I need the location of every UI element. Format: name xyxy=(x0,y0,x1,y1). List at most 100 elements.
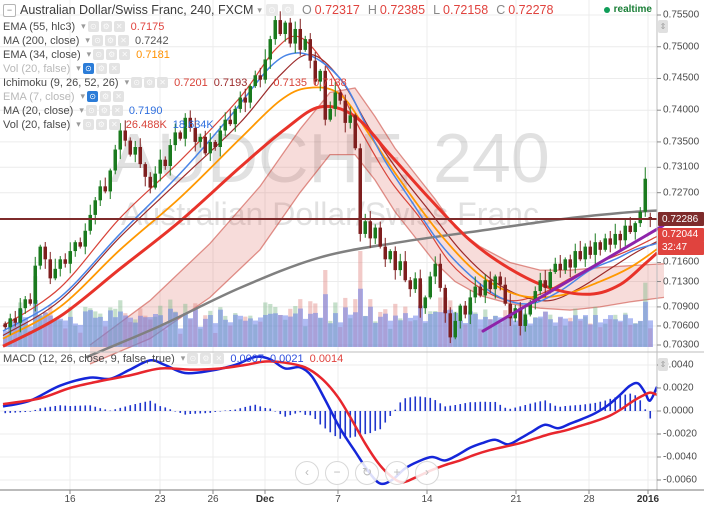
indicator-title[interactable]: EMA (7, close) xyxy=(3,90,75,103)
price-tick-label: 0.70900 xyxy=(663,301,700,313)
settings-gear-icon[interactable]: ⚙ xyxy=(281,4,294,16)
indicator-title[interactable]: EMA (34, close) xyxy=(3,48,81,61)
chevron-down-icon[interactable]: ▾ xyxy=(85,35,90,45)
close-icon[interactable]: ✕ xyxy=(119,49,131,60)
ohlc-value: 0.72278 xyxy=(508,3,554,17)
macd-tick-label: -0.0040 xyxy=(663,451,697,463)
time-tick-label: 16 xyxy=(64,494,76,505)
eye-icon[interactable]: ⊙ xyxy=(82,119,94,130)
eye-icon[interactable]: ⊙ xyxy=(93,49,105,60)
indicator-title[interactable]: Ichimoku (9, 26, 52, 26) xyxy=(3,76,119,89)
macd-histogram-bar xyxy=(324,411,327,429)
macd-histogram-bar xyxy=(59,405,62,411)
gear-icon[interactable]: ⚙ xyxy=(144,77,156,88)
close-icon[interactable]: ✕ xyxy=(113,91,125,102)
eye-icon[interactable]: ⊙ xyxy=(85,105,97,116)
indicator-title[interactable]: EMA (55, hlc3) xyxy=(3,20,76,33)
macd-histogram-bar xyxy=(249,405,252,411)
macd-tick-label: 0.0040 xyxy=(663,359,694,371)
legend-row-5: EMA (7, close) ▾ ⊙ ⚙ ✕ xyxy=(3,90,125,103)
symbol-title[interactable]: Australian Dollar/Swiss Franc, 240, FXCM xyxy=(20,3,254,17)
macd-histogram-bar xyxy=(159,406,162,411)
eye-icon[interactable]: ⊙ xyxy=(82,63,94,74)
indicator-title[interactable]: MACD (12, 26, close, 9, false, true) xyxy=(3,352,175,365)
chevron-down-icon[interactable]: ▾ xyxy=(80,91,86,101)
zoom-out-button[interactable]: − xyxy=(325,461,349,485)
close-icon[interactable]: ✕ xyxy=(213,353,225,364)
indicator-value: 0.7190 xyxy=(128,104,163,117)
collapse-panel-icon[interactable]: − xyxy=(3,3,16,17)
macd-tick-label: -0.0020 xyxy=(663,428,697,440)
indicator-title[interactable]: MA (20, close) xyxy=(3,104,74,117)
ohlc-label: O xyxy=(301,3,312,17)
maximize-pane-icon[interactable]: ⇕ xyxy=(658,20,668,33)
macd-histogram-bar xyxy=(204,411,207,414)
chevron-down-icon[interactable]: ▾ xyxy=(124,77,130,87)
close-icon[interactable]: ✕ xyxy=(117,35,129,46)
chevron-down-icon[interactable]: ▾ xyxy=(81,21,86,31)
macd-histogram-bar xyxy=(279,411,282,415)
indicator-title[interactable]: Vol (20, false) xyxy=(3,118,71,131)
macd-histogram-bar xyxy=(199,411,202,414)
macd-histogram-bar xyxy=(504,407,507,411)
ma200-line[interactable] xyxy=(84,209,658,359)
macd-histogram-bar xyxy=(174,411,177,412)
close-icon[interactable]: ✕ xyxy=(108,119,120,130)
chevron-down-icon[interactable]: ▾ xyxy=(76,63,81,73)
close-icon[interactable]: ✕ xyxy=(113,21,125,32)
macd-histogram-bar xyxy=(509,408,512,411)
zoom-in-button[interactable]: + xyxy=(385,461,409,485)
macd-histogram-bar xyxy=(284,411,287,417)
tenkan-line[interactable] xyxy=(2,35,658,327)
gear-icon[interactable]: ⚙ xyxy=(95,119,107,130)
indicator-title[interactable]: MA (200, close) xyxy=(3,34,80,47)
macd-histogram-bar xyxy=(119,407,122,411)
gear-icon[interactable]: ⚙ xyxy=(98,105,110,116)
chevron-down-icon[interactable]: ▾ xyxy=(180,353,186,363)
macd-histogram-bar xyxy=(69,406,72,411)
close-icon[interactable]: ✕ xyxy=(111,105,123,116)
macd-histogram-bar xyxy=(454,405,457,411)
chevron-down-icon[interactable]: ▾ xyxy=(86,49,92,59)
gear-icon[interactable]: ⚙ xyxy=(200,353,212,364)
close-icon[interactable]: ✕ xyxy=(108,63,120,74)
close-icon[interactable]: ✕ xyxy=(157,77,169,88)
gear-icon[interactable]: ⚙ xyxy=(95,63,107,74)
maximize-macd-pane-icon[interactable]: ⇕ xyxy=(658,358,668,371)
ma20-line[interactable] xyxy=(2,52,658,332)
compare-icon[interactable]: ⊙ xyxy=(265,4,278,16)
macd-histogram-bar xyxy=(109,410,112,412)
eye-icon[interactable]: ⊙ xyxy=(87,21,99,32)
chevron-down-icon[interactable]: ▾ xyxy=(76,119,81,129)
macd-histogram-bar xyxy=(499,404,502,411)
eye-icon[interactable]: ⊙ xyxy=(91,35,103,46)
reset-view-button[interactable]: ↻ xyxy=(355,461,379,485)
macd-histogram-bar xyxy=(414,396,417,411)
scroll-right-button[interactable]: › xyxy=(415,461,439,485)
scroll-left-button[interactable]: ‹ xyxy=(295,461,319,485)
eye-icon[interactable]: ⊙ xyxy=(87,91,99,102)
price-tick-label: 0.70600 xyxy=(663,320,700,332)
time-tick-label: Dec xyxy=(255,494,275,505)
chevron-down-icon[interactable]: ▾ xyxy=(79,105,84,115)
macd-histogram-bar xyxy=(24,411,27,413)
gear-icon[interactable]: ⚙ xyxy=(100,91,112,102)
ema34-line[interactable] xyxy=(2,86,658,340)
macd-histogram-bar xyxy=(404,398,407,411)
price-tick-label: 0.75500 xyxy=(663,9,700,21)
gear-icon[interactable]: ⚙ xyxy=(106,49,118,60)
legend-row-4: Ichimoku (9, 26, 52, 26) ▾ ⊙ ⚙ ✕ 0.7201 0.7193… xyxy=(3,76,347,89)
macd-histogram-bar xyxy=(389,411,392,416)
macd-histogram-bar xyxy=(29,411,32,412)
eye-icon[interactable]: ⊙ xyxy=(187,353,199,364)
gear-icon[interactable]: ⚙ xyxy=(104,35,116,46)
macd-histogram-bar xyxy=(104,409,107,411)
eye-icon[interactable]: ⊙ xyxy=(131,77,143,88)
ema55-line[interactable] xyxy=(2,104,659,348)
chevron-down-icon[interactable]: ▾ xyxy=(257,4,262,15)
kijun-line[interactable] xyxy=(2,53,658,336)
indicator-title[interactable]: Vol (20, false) xyxy=(3,62,71,75)
gear-icon[interactable]: ⚙ xyxy=(100,21,112,32)
trendline-drawing[interactable] xyxy=(481,224,665,333)
